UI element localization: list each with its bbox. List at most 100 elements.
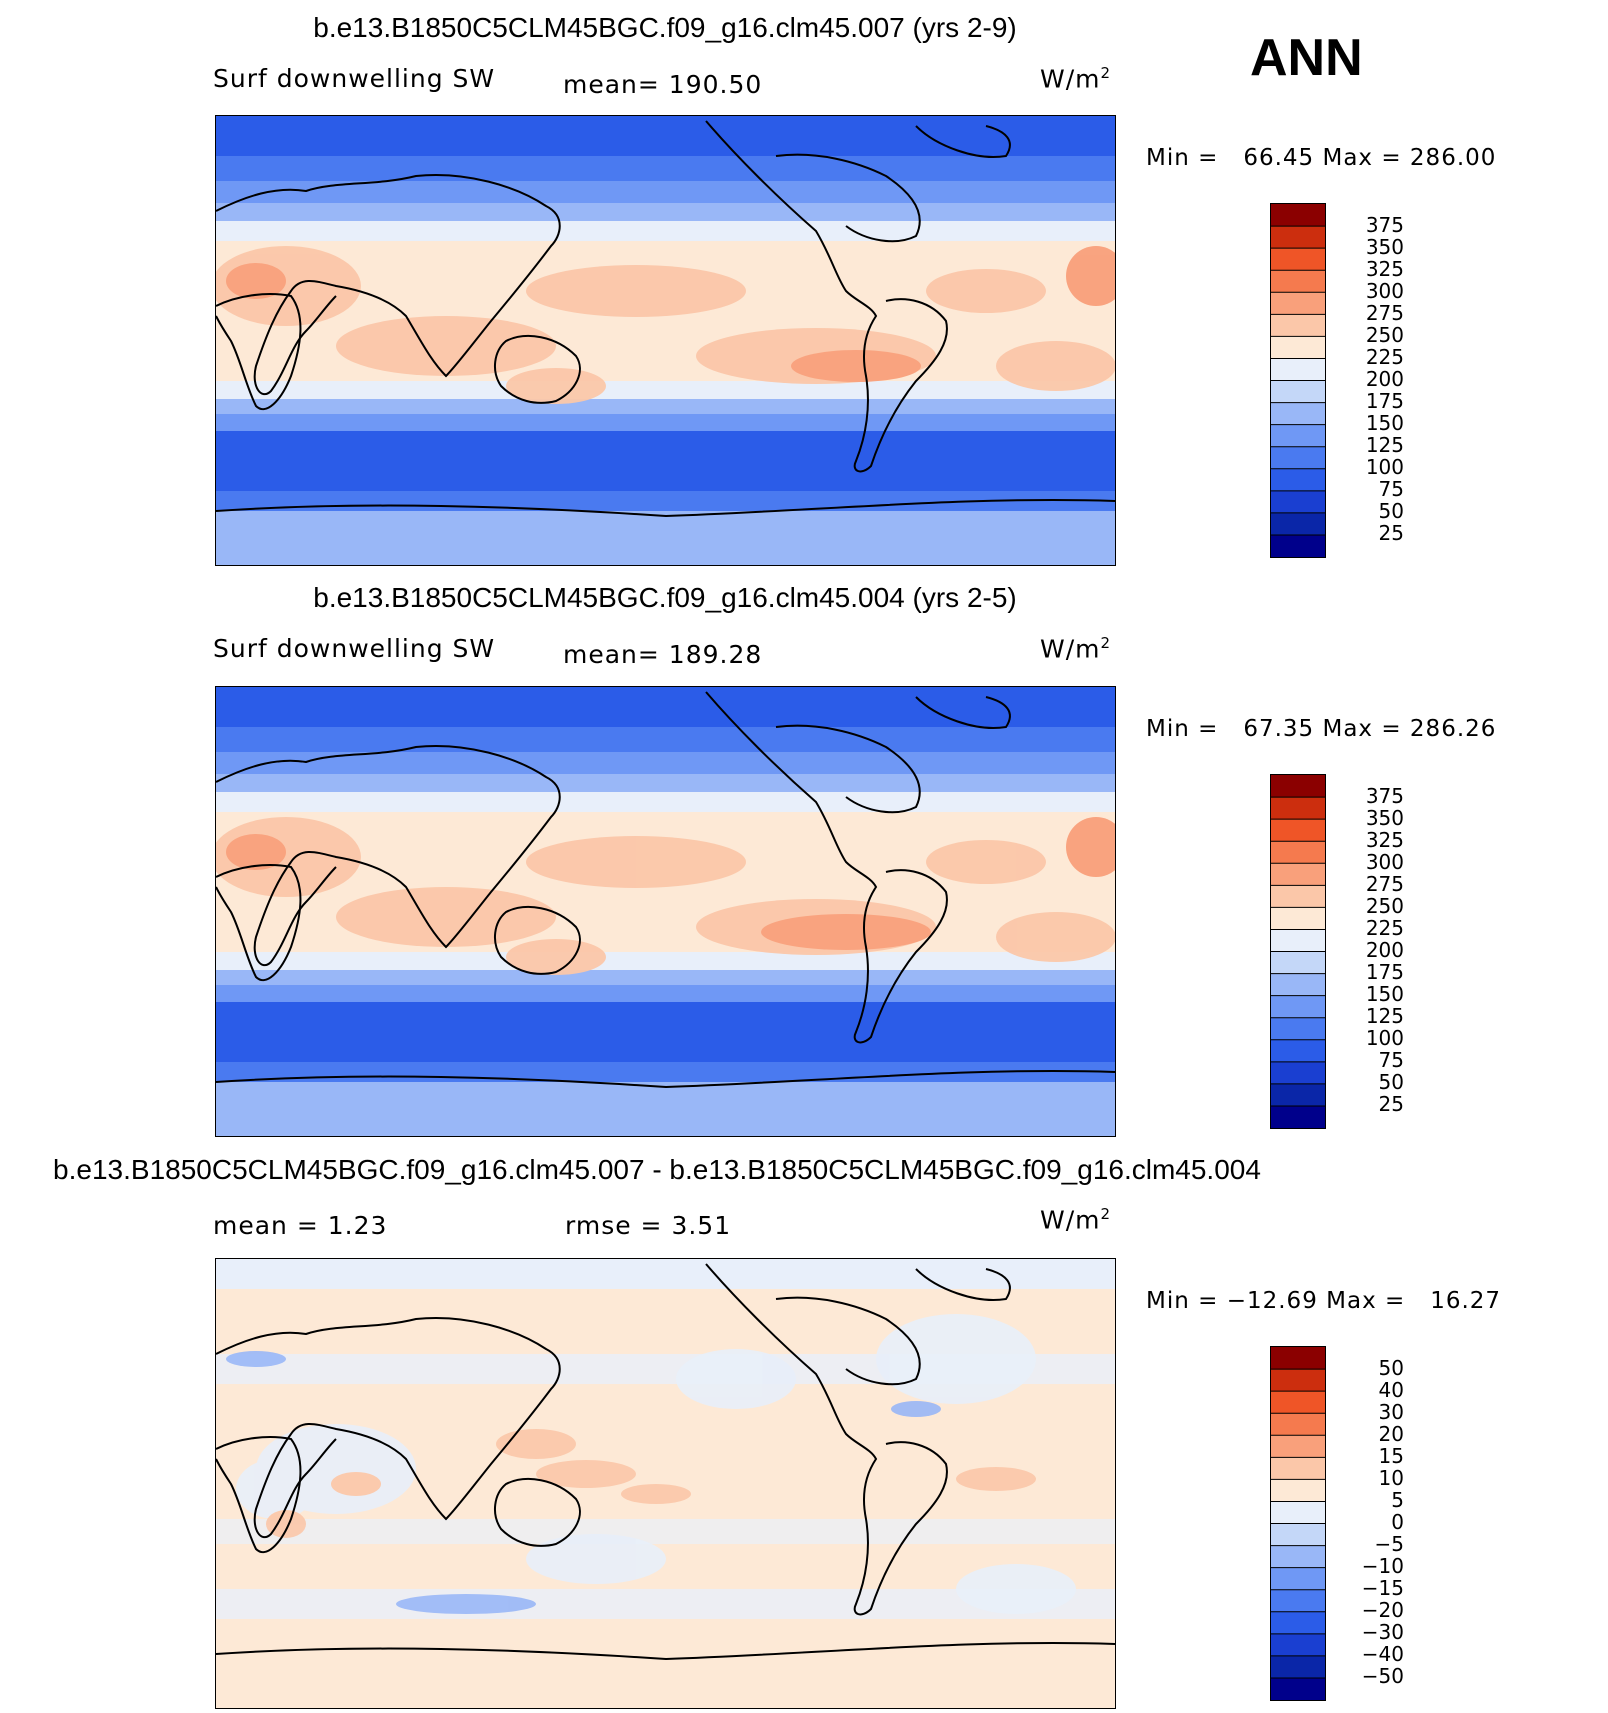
colorbar-swatch bbox=[1271, 1347, 1325, 1370]
colorbar-swatch bbox=[1271, 951, 1325, 975]
colorbar-tick-label: 375 bbox=[1365, 784, 1404, 808]
colorbar-swatch bbox=[1271, 1391, 1325, 1414]
mean-label: mean= 189.28 bbox=[563, 640, 763, 669]
units-label: W/m2 bbox=[1040, 634, 1112, 664]
colorbar-swatch bbox=[1271, 534, 1325, 557]
colorbar-tick-label: −30 bbox=[1361, 1620, 1404, 1644]
colorbar-swatch bbox=[1271, 1457, 1325, 1480]
colorbar-swatch bbox=[1271, 1017, 1325, 1041]
colorbar-tick-label: 125 bbox=[1365, 433, 1404, 457]
colorbar-labels: 375 350 325 300 275 250 225 200 175 150 … bbox=[1334, 774, 1404, 1127]
panel-title: b.e13.B1850C5CLM45BGC.f09_g16.clm45.007 … bbox=[53, 1154, 1261, 1185]
colorbar-tick-label: −10 bbox=[1361, 1554, 1404, 1578]
colorbar-tick-label: 150 bbox=[1365, 411, 1404, 435]
colorbar bbox=[1270, 1346, 1326, 1701]
units-label: W/m2 bbox=[1040, 64, 1112, 94]
colorbar-tick-label: 10 bbox=[1378, 1466, 1404, 1490]
colorbar-tick-label: 350 bbox=[1365, 235, 1404, 259]
coastlines bbox=[216, 691, 1115, 1089]
colorbar-swatch bbox=[1271, 424, 1325, 448]
colorbar-swatch bbox=[1271, 490, 1325, 514]
colorbar-tick-label: 175 bbox=[1365, 960, 1404, 984]
colorbar-tick-label: 100 bbox=[1365, 455, 1404, 479]
colorbar-swatch bbox=[1271, 270, 1325, 293]
panel-title: b.e13.B1850C5CLM45BGC.f09_g16.clm45.007 … bbox=[313, 12, 1017, 43]
colorbar-labels: 375 350 325 300 275 250 225 200 175 150 … bbox=[1334, 203, 1404, 556]
panel-title: b.e13.B1850C5CLM45BGC.f09_g16.clm45.004 … bbox=[313, 582, 1017, 613]
colorbar-tick-label: 250 bbox=[1365, 323, 1404, 347]
rmse-label: rmse = 3.51 bbox=[565, 1211, 732, 1240]
colorbar-labels: 50 40 30 20 15 10 5 0 −5 −10 −15 −20 −30… bbox=[1334, 1346, 1404, 1699]
colorbar-tick-label: 50 bbox=[1378, 1356, 1404, 1380]
colorbar-swatch bbox=[1271, 446, 1325, 470]
colorbar-tick-label: −15 bbox=[1361, 1576, 1404, 1600]
colorbar-swatch bbox=[1271, 1083, 1325, 1107]
colorbar-swatch bbox=[1271, 1655, 1325, 1679]
colorbar-swatch bbox=[1271, 1611, 1325, 1635]
colorbar-tick-label: 325 bbox=[1365, 257, 1404, 281]
colorbar-swatch bbox=[1271, 336, 1325, 359]
colorbar-swatch bbox=[1271, 468, 1325, 492]
colorbar-tick-label: 25 bbox=[1378, 1092, 1404, 1116]
colorbar-tick-label: 0 bbox=[1391, 1510, 1404, 1534]
colorbar-swatch bbox=[1271, 841, 1325, 864]
colorbar-swatch bbox=[1271, 358, 1325, 381]
colorbar-swatch bbox=[1271, 995, 1325, 1019]
colorbar-tick-label: 5 bbox=[1391, 1488, 1404, 1512]
colorbar-tick-label: 325 bbox=[1365, 828, 1404, 852]
colorbar-swatch bbox=[1271, 1413, 1325, 1436]
colorbar-tick-label: −20 bbox=[1361, 1598, 1404, 1622]
colorbar-tick-label: 125 bbox=[1365, 1004, 1404, 1028]
mean-label: mean= 190.50 bbox=[563, 70, 763, 99]
colorbar-swatch bbox=[1271, 1061, 1325, 1085]
colorbar-tick-label: 200 bbox=[1365, 367, 1404, 391]
global-map bbox=[215, 1258, 1116, 1709]
colorbar-swatch bbox=[1271, 1501, 1325, 1524]
colorbar-swatch bbox=[1271, 314, 1325, 337]
colorbar-swatch bbox=[1271, 1677, 1325, 1700]
colorbar-tick-label: 175 bbox=[1365, 389, 1404, 413]
colorbar-tick-label: 50 bbox=[1378, 1070, 1404, 1094]
colorbar-swatch bbox=[1271, 1523, 1325, 1547]
colorbar-swatch bbox=[1271, 863, 1325, 886]
season-label: ANN bbox=[1250, 29, 1363, 87]
colorbar-swatch bbox=[1271, 1435, 1325, 1458]
colorbar-tick-label: 375 bbox=[1365, 213, 1404, 237]
colorbar-tick-label: 75 bbox=[1378, 477, 1404, 501]
colorbar-swatch bbox=[1271, 1589, 1325, 1613]
colorbar-swatch bbox=[1271, 973, 1325, 997]
colorbar bbox=[1270, 774, 1326, 1129]
mean-label: mean = 1.23 bbox=[213, 1211, 388, 1240]
colorbar-swatch bbox=[1271, 512, 1325, 536]
colorbar-tick-label: 300 bbox=[1365, 850, 1404, 874]
warm-regions bbox=[216, 817, 1115, 975]
colorbar-tick-label: 150 bbox=[1365, 982, 1404, 1006]
colorbar-swatch bbox=[1271, 226, 1325, 249]
colorbar-tick-label: 25 bbox=[1378, 521, 1404, 545]
min-max-label: Min = 67.35 Max = 286.26 bbox=[1146, 716, 1497, 742]
colorbar-swatch bbox=[1271, 929, 1325, 952]
colorbar-swatch bbox=[1271, 1369, 1325, 1392]
colorbar-tick-label: 300 bbox=[1365, 279, 1404, 303]
colorbar-tick-label: 225 bbox=[1365, 916, 1404, 940]
colorbar-swatch bbox=[1271, 1567, 1325, 1591]
colorbar-tick-label: −40 bbox=[1361, 1642, 1404, 1666]
colorbar-swatch bbox=[1271, 292, 1325, 315]
global-map bbox=[215, 686, 1116, 1137]
colorbar-tick-label: 100 bbox=[1365, 1026, 1404, 1050]
variable-label: Surf downwelling SW bbox=[213, 64, 496, 93]
colorbar-tick-label: −50 bbox=[1361, 1664, 1404, 1688]
colorbar-tick-label: 40 bbox=[1378, 1378, 1404, 1402]
colorbar-swatch bbox=[1271, 1633, 1325, 1657]
colorbar-tick-label: 275 bbox=[1365, 872, 1404, 896]
colorbar-swatch bbox=[1271, 248, 1325, 271]
colorbar-tick-label: 250 bbox=[1365, 894, 1404, 918]
colorbar-swatch bbox=[1271, 819, 1325, 842]
colorbar-tick-label: 225 bbox=[1365, 345, 1404, 369]
field-bands bbox=[216, 116, 1115, 565]
colorbar-swatch bbox=[1271, 1105, 1325, 1128]
colorbar-swatch bbox=[1271, 402, 1325, 426]
colorbar-tick-label: 50 bbox=[1378, 499, 1404, 523]
colorbar-tick-label: 20 bbox=[1378, 1422, 1404, 1446]
colorbar-swatch bbox=[1271, 380, 1325, 404]
